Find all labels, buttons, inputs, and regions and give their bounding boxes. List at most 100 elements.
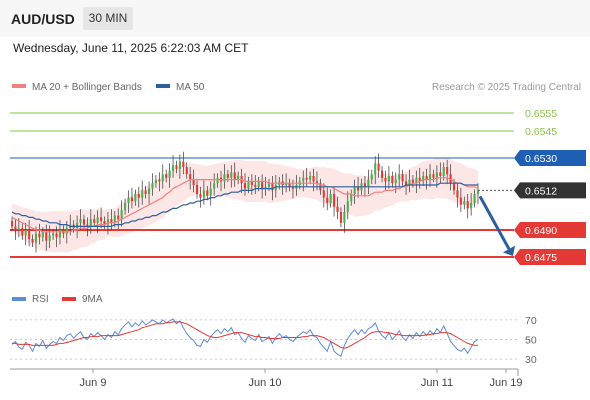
x-tick-label: Jun 19 [489,377,522,389]
candle-body [343,212,346,223]
candle-body [367,179,370,187]
legend-label: MA 20 + Bollinger Bands [32,82,142,93]
candle-body [408,179,411,185]
candle-body [442,167,445,176]
candle-body [17,228,20,230]
candle-body [213,183,216,189]
candle-body [377,163,380,171]
candle-body [233,172,236,180]
candle-body [21,228,24,236]
level-value: 0.6490 [525,225,557,237]
candle-body [261,181,264,189]
candle-body [130,197,133,202]
candle-body [10,221,14,227]
rsi-legend-swatch [62,297,76,301]
candle-body [418,177,421,182]
candle-body [247,181,250,189]
datetime-label: Wednesday, June 11, 2025 6:22:03 AM CET [13,41,249,55]
candle-body [182,161,185,167]
candle-body [309,176,312,180]
candle-body [141,190,144,198]
rsi-ma-line [12,321,478,349]
candle-body [353,186,356,194]
candle-body [144,190,147,194]
candle-body [206,190,209,196]
candle-body [117,215,120,220]
candle-body [315,181,319,184]
forecast-arrow-shaft [478,195,511,250]
candle-body [79,219,82,223]
candle-body [380,170,384,178]
candle-body [216,177,219,184]
candle-body [154,179,157,184]
candle-body [31,239,34,243]
candle-body [93,219,96,223]
candle-body [226,174,229,178]
rsi-line [11,318,479,357]
candle-body [329,194,332,203]
timeframe-badge[interactable]: 30 MIN [83,7,133,30]
level-tag [514,150,586,166]
candle-body [151,183,154,189]
candle-body [398,174,401,180]
candle-body [223,174,226,182]
candle-body [333,194,336,207]
candle-body [58,230,62,238]
candle-body [422,176,425,182]
candle-body [230,172,233,178]
candle-body [120,210,123,220]
candle-body [34,233,38,243]
candle-body [302,177,305,182]
candle-body [158,179,161,182]
candle-body [350,194,353,202]
candle-body [168,170,171,178]
candle-body [271,183,274,191]
candle-body [41,231,44,238]
candle-body [89,219,92,227]
candle-body [106,219,110,225]
level-value: 0.6545 [525,126,557,138]
x-tick-label: Jun 10 [248,377,281,389]
candle-body [243,183,247,189]
candle-body [370,174,373,180]
legend-label: MA 50 [176,82,205,93]
candle-body [470,203,473,209]
legend-swatch [12,84,26,88]
level-value: 0.6555 [525,108,557,120]
candle-body [161,174,164,182]
candle-body [288,183,291,187]
candle-body [137,194,140,198]
candle-body [134,194,137,202]
watermark: Research © 2025 Trading Central [432,82,581,93]
header-bar: AUD/USD 30 MIN [0,0,590,37]
candle-body [476,190,480,194]
candle-body [357,186,360,191]
candle-body [147,188,151,194]
candle-body [404,181,408,185]
candle-body [339,212,343,223]
candle-body [257,181,260,187]
candle-body [171,165,175,171]
candle-body [391,176,394,184]
candle-body [76,222,79,229]
candle-body [28,230,31,239]
candle-body [466,201,469,209]
candle-body [312,176,315,182]
level-value: 0.6530 [525,153,557,165]
candle-body [374,163,377,175]
forecast-arrow-head [502,245,516,257]
candle-body [45,231,48,241]
candle-body [264,186,267,189]
ma50-line [11,182,478,227]
candle-body [237,176,240,180]
candle-body [209,188,212,196]
symbol-label: AUD/USD [11,11,75,27]
candle-body [459,197,462,205]
candle-body [192,179,195,185]
candle-body [100,217,103,221]
rsi-tick-label: 70 [525,315,537,327]
candle-body [178,161,181,169]
candle-body [428,174,432,180]
